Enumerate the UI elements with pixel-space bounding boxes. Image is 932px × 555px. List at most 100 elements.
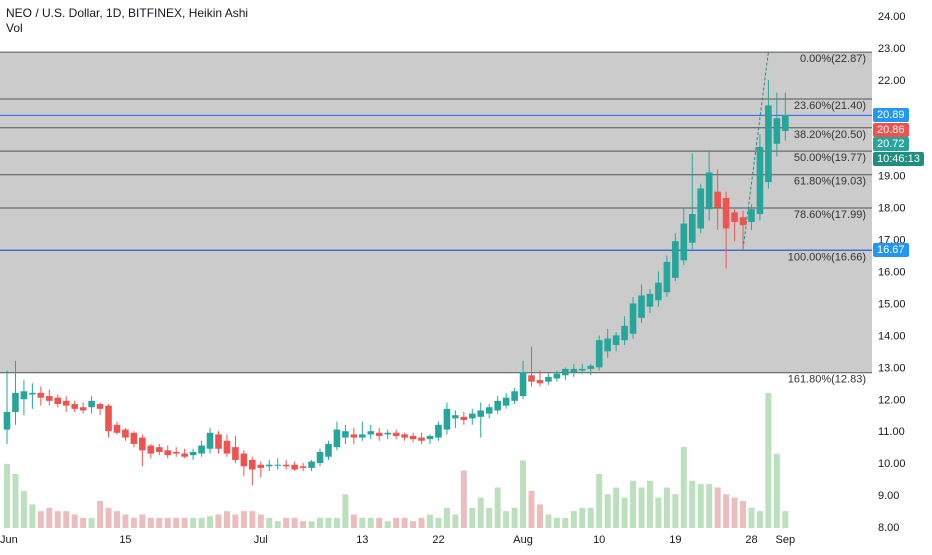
candle-body bbox=[308, 461, 315, 468]
candle-body bbox=[536, 380, 544, 384]
price-tick-label: 23.00 bbox=[878, 43, 906, 55]
volume-bar bbox=[613, 487, 620, 528]
fib-trend-line bbox=[742, 52, 769, 250]
volume-bar bbox=[401, 517, 408, 528]
volume-bar bbox=[714, 487, 721, 528]
price-tick-label: 18.00 bbox=[878, 203, 906, 215]
candle-body bbox=[638, 295, 645, 318]
candle-body bbox=[249, 459, 256, 470]
volume-bar bbox=[190, 517, 197, 528]
candle-body bbox=[773, 118, 781, 144]
chart-plot-area[interactable]: 0.00%(22.87) 23.60%(21.40) 38.20%(20.50) 50… bbox=[0, 0, 872, 528]
time-tick-label: 13 bbox=[356, 534, 368, 546]
candle-body bbox=[20, 391, 28, 400]
candle-body bbox=[782, 115, 789, 131]
volume-bar bbox=[223, 511, 230, 528]
price-axis[interactable]: 24.0023.0022.0021.0020.0019.0018.0017.00… bbox=[872, 0, 932, 550]
volume-bar bbox=[621, 497, 628, 528]
candle-body bbox=[232, 447, 239, 460]
price-tick-label: 9.00 bbox=[878, 490, 899, 502]
volume-bar bbox=[638, 487, 645, 528]
volume-bar bbox=[655, 497, 662, 528]
candle-body bbox=[460, 416, 468, 421]
volume-bar bbox=[266, 517, 273, 528]
candle-body bbox=[629, 303, 637, 334]
volume-bar bbox=[342, 494, 349, 528]
volume-bar bbox=[477, 497, 484, 528]
candle-body bbox=[578, 368, 586, 371]
volume-bar bbox=[443, 507, 450, 528]
candle-body bbox=[443, 408, 451, 430]
candle-body bbox=[426, 435, 434, 440]
time-tick-label: 28 bbox=[745, 534, 757, 546]
candle-body bbox=[714, 191, 721, 208]
volume-bar bbox=[384, 521, 391, 528]
volume-bar bbox=[240, 511, 247, 528]
time-tick-label: Jul bbox=[254, 534, 268, 546]
candle-body bbox=[748, 209, 755, 222]
candlestick-chart[interactable]: 0.00%(22.87) 23.60%(21.40) 38.20%(20.50) 50… bbox=[0, 0, 872, 528]
volume-bar bbox=[503, 511, 510, 528]
fib-level-label: 78.60%(17.99) bbox=[794, 209, 866, 221]
volume-bar bbox=[748, 507, 755, 528]
volume-bar bbox=[139, 514, 146, 528]
candle-body bbox=[29, 392, 36, 395]
candle-body bbox=[367, 431, 375, 435]
candle-body bbox=[435, 424, 442, 438]
candle-body bbox=[570, 368, 578, 373]
volume-bar bbox=[54, 511, 61, 528]
fib-level-label: 161.80%(12.83) bbox=[788, 374, 866, 386]
time-axis-labels: Jun 15 Jul 13 22 Aug 10 19 28 Sep bbox=[0, 534, 795, 546]
candle-body bbox=[739, 217, 747, 226]
candle-body bbox=[139, 437, 146, 451]
volume-bar bbox=[520, 460, 527, 528]
time-axis[interactable]: Jun 15 Jul 13 22 Aug 10 19 28 Sep bbox=[0, 528, 872, 550]
candle-body bbox=[672, 241, 679, 278]
price-tick-label: 19.00 bbox=[878, 171, 906, 183]
volume-bar bbox=[333, 517, 340, 528]
volume-bar bbox=[71, 514, 78, 528]
candle-body bbox=[240, 453, 248, 467]
volume-bar bbox=[672, 494, 679, 528]
volume-bar bbox=[122, 514, 129, 528]
candle-body bbox=[113, 424, 121, 433]
candle-body bbox=[96, 404, 104, 409]
candle-body bbox=[519, 372, 527, 397]
candle-body bbox=[731, 212, 738, 222]
volume-bar bbox=[376, 517, 383, 528]
candle-body bbox=[502, 397, 510, 406]
volume-bar bbox=[765, 393, 772, 528]
candle-body bbox=[172, 451, 180, 454]
volume-bar bbox=[283, 517, 290, 528]
candle-body bbox=[299, 466, 307, 468]
candle-body bbox=[189, 451, 197, 456]
price-axis-labels: 24.0023.0022.0021.0020.0019.0018.0017.00… bbox=[878, 11, 906, 534]
volume-bar bbox=[528, 490, 535, 528]
volume-bar bbox=[63, 511, 70, 528]
candle-body bbox=[452, 415, 459, 419]
volume-bar bbox=[88, 517, 95, 528]
volume-bar bbox=[536, 504, 543, 528]
volume-bar bbox=[317, 517, 324, 528]
fib-level-label: 50.00%(19.77) bbox=[794, 152, 866, 164]
volume-bar bbox=[596, 474, 603, 528]
volume-bar bbox=[105, 507, 112, 528]
candle-body bbox=[164, 450, 172, 456]
price-tick-label: 16.00 bbox=[878, 267, 906, 279]
volume-bar bbox=[359, 517, 366, 528]
volume-bar bbox=[207, 516, 214, 528]
candle-body bbox=[680, 223, 688, 261]
candle-body bbox=[105, 405, 112, 432]
candle-body bbox=[12, 392, 19, 413]
candle-body bbox=[494, 400, 501, 411]
time-tick-label: Aug bbox=[513, 534, 533, 546]
volume-bar bbox=[756, 511, 763, 528]
volume-bar bbox=[723, 494, 730, 528]
candle-body bbox=[409, 435, 417, 440]
volume-bar bbox=[181, 517, 188, 528]
volume-bar bbox=[452, 514, 459, 528]
candle-body bbox=[350, 434, 358, 438]
candle-body bbox=[655, 282, 662, 301]
volume-bar bbox=[46, 507, 53, 528]
volume-bar bbox=[427, 514, 433, 528]
